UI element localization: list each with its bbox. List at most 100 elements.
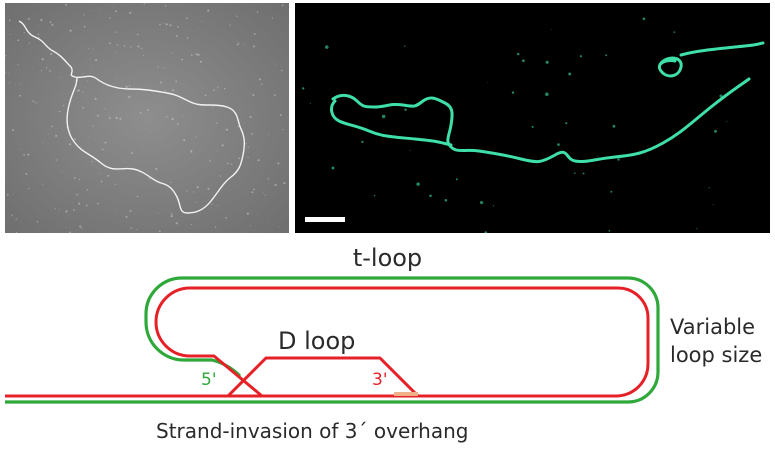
variable-loop-line-1: Variable <box>670 315 756 339</box>
speckle-dot <box>249 115 252 118</box>
speckle-dot <box>157 66 159 68</box>
speckle-dot <box>69 29 72 32</box>
speckle-dot <box>97 202 99 205</box>
speckle-dot <box>25 172 28 175</box>
speckle-dot <box>227 162 229 165</box>
speckle-dot <box>119 117 122 120</box>
speckle-dot <box>158 230 161 233</box>
speckle-dot <box>568 72 572 76</box>
speckle-dot <box>218 85 220 87</box>
electron-micrograph-panel <box>5 3 289 233</box>
speckle-dot <box>115 51 117 53</box>
speckle-dot <box>171 117 174 121</box>
speckle-dot <box>90 64 92 66</box>
speckle-dot <box>139 112 142 114</box>
speckle-dot <box>557 143 560 146</box>
speckle-dot <box>565 122 568 125</box>
speckle-dot <box>673 31 676 33</box>
speckle-dot <box>99 173 101 174</box>
caption: Strand-invasion of 3´ overhang <box>156 419 469 443</box>
speckle-dot <box>331 166 335 170</box>
speckle-dot <box>88 48 90 49</box>
diagram-title: t-loop <box>352 244 423 272</box>
speckle-dot <box>204 94 207 97</box>
green-strand <box>5 276 660 404</box>
speckle-dot <box>381 114 386 119</box>
d-loop-label: D loop <box>278 327 356 355</box>
speckle-dot <box>109 117 111 119</box>
d-loop-strand <box>226 356 420 398</box>
speckle-dot <box>207 9 210 12</box>
speckle-dot <box>17 39 20 42</box>
speckle-dot <box>283 182 286 185</box>
speckle-dot <box>213 89 215 91</box>
speckle-dot <box>20 84 22 86</box>
speckle-dot <box>261 83 263 85</box>
speckle-dot <box>253 188 255 191</box>
speckle-dot <box>23 32 25 34</box>
speckle-dot <box>41 58 44 61</box>
speckle-dot <box>166 14 168 15</box>
speckle-dot <box>302 87 305 90</box>
speckle-dot <box>101 148 104 151</box>
speckle-dot <box>186 17 188 20</box>
speckle-dot <box>36 220 39 223</box>
speckle-dot <box>136 229 138 231</box>
speckle-dot <box>91 161 93 163</box>
speckle-dot <box>264 194 266 196</box>
speckle-dot <box>49 21 52 24</box>
speckle-dot <box>225 217 228 219</box>
speckle-dot <box>225 128 228 131</box>
speckle-dot <box>104 108 106 110</box>
speckle-dot <box>36 102 38 104</box>
speckle-dot <box>32 100 34 102</box>
speckle-dot <box>123 45 126 47</box>
speckle-dot <box>545 92 549 96</box>
speckle-dot <box>325 45 329 49</box>
speckle-dot <box>244 121 246 123</box>
speckle-dot <box>19 94 21 97</box>
speckle-dot <box>247 146 249 149</box>
speckle-dot <box>714 129 717 133</box>
speckle-dot <box>37 25 39 26</box>
speckle-dot <box>116 210 118 212</box>
speckle-dot <box>54 208 56 210</box>
speckle-dot <box>252 45 255 48</box>
red-strand <box>5 286 650 398</box>
speckle-dot <box>147 109 150 111</box>
speckle-dot <box>125 215 128 218</box>
speckle-dot <box>83 14 85 16</box>
speckle-dot <box>492 205 494 207</box>
speckle-dot <box>108 115 110 117</box>
speckle-dot <box>252 94 255 96</box>
speckle-dot <box>81 227 83 229</box>
speckle-dot <box>171 213 173 215</box>
speckle-dot <box>83 25 86 28</box>
speckle-dot <box>92 125 94 127</box>
speckle-dot <box>273 94 276 96</box>
speckle-dot <box>163 67 165 69</box>
speckle-dot <box>99 11 101 12</box>
speckle-dot <box>76 90 79 92</box>
speckle-dot <box>76 193 78 196</box>
speckle-dot <box>136 33 139 36</box>
speckle-dot <box>78 178 81 181</box>
speckle-dot <box>522 59 525 63</box>
speckle-dot <box>130 46 132 48</box>
speckle-dot <box>45 67 48 69</box>
speckle-dot <box>182 116 184 117</box>
speckle-dot <box>244 43 245 45</box>
speckle-dot <box>212 106 214 108</box>
speckle-dot <box>140 88 142 89</box>
speckle-dot <box>550 29 552 30</box>
speckle-dot <box>245 143 247 145</box>
speckle-dot <box>107 175 110 177</box>
speckle-dot <box>72 209 75 211</box>
speckle-dot <box>217 205 219 206</box>
variable-loop-size-label: Variable loop size <box>670 313 762 369</box>
speckle-dot <box>73 176 76 179</box>
speckle-dot <box>256 11 259 13</box>
speckle-dot <box>42 142 44 144</box>
speckle-dot <box>63 105 65 107</box>
speckle-dot <box>416 182 420 186</box>
